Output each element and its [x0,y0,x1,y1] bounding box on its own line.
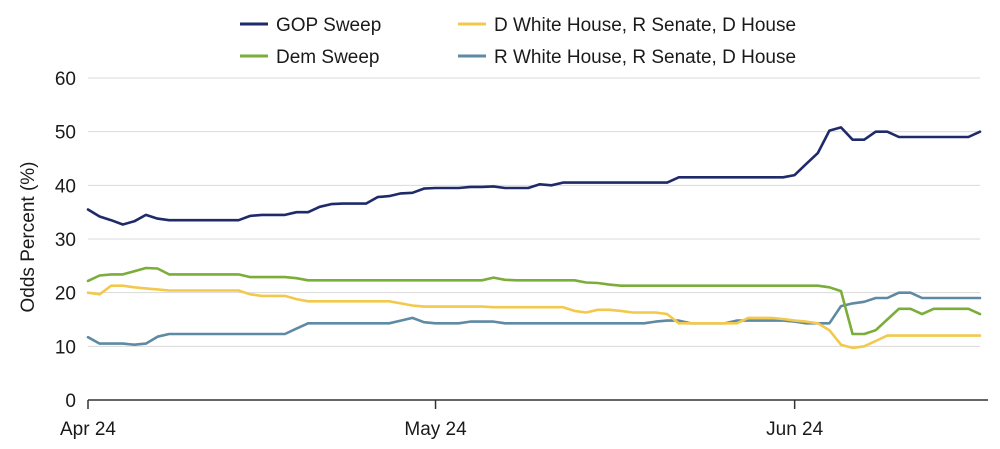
x-axis: Apr 24 May 24 Jun 24 [60,399,988,440]
legend-label-d-white-house: D White House, R Senate, D House [494,15,796,36]
x-tick-label-2: Jun 24 [766,419,823,440]
y-axis-title: Odds Percent (%) [18,162,39,313]
legend-item-dem-sweep[interactable]: Dem Sweep [240,47,380,68]
y-tick-label-40: 40 [55,176,76,197]
series-line-d-white-house-r-senate-d-house [86,284,982,350]
y-tick-label-0: 0 [65,391,76,412]
y-tick-label-60: 60 [55,69,76,90]
x-tick-label-1: May 24 [404,419,467,440]
legend: GOP Sweep Dem Sweep D White House, R Sen… [240,15,796,68]
series-line-r-white-house-r-senate-d-house [86,291,982,347]
gridlines [88,77,980,347]
y-axis-ticks: 0 10 20 30 40 50 60 [55,69,76,412]
series-lines [86,126,982,350]
legend-item-r-white-house[interactable]: R White House, R Senate, D House [458,47,796,68]
legend-label-gop-sweep: GOP Sweep [276,15,381,36]
legend-label-dem-sweep: Dem Sweep [276,47,380,68]
y-tick-label-30: 30 [55,230,76,251]
series-line-dem-sweep [86,266,982,336]
legend-label-r-white-house: R White House, R Senate, D House [494,47,796,68]
x-tick-label-0: Apr 24 [60,419,116,440]
legend-item-d-white-house[interactable]: D White House, R Senate, D House [458,15,796,36]
y-tick-label-10: 10 [55,337,76,358]
y-tick-label-20: 20 [55,284,76,305]
legend-item-gop-sweep[interactable]: GOP Sweep [240,15,381,36]
series-line-gop-sweep [86,126,982,226]
y-tick-label-50: 50 [55,123,76,144]
